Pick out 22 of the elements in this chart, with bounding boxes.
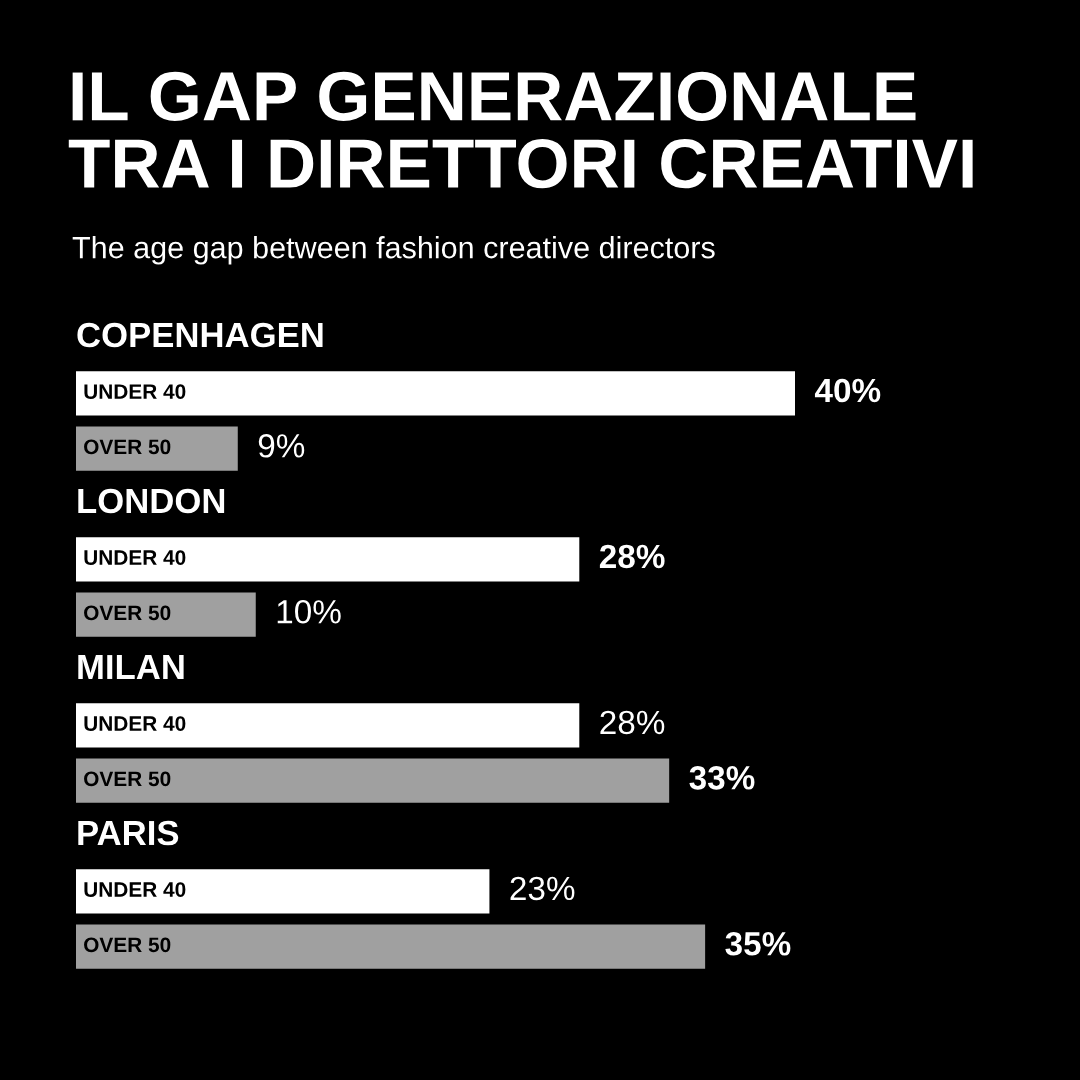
- text: OVER 50: [84, 771, 171, 787]
- chart-subtitle: The age gap between fashion creative directors: [72, 236, 715, 265]
- y-tick-label: MILAN: [78, 655, 184, 679]
- data-label: 28%: [600, 710, 665, 735]
- text: OVER 50: [84, 605, 171, 621]
- y-tick-label: PARIS: [78, 820, 179, 846]
- data-label: 40%: [814, 378, 881, 403]
- chart-title: IL GAP GENERAZIONALE TRA I DIRETTORI CREATIVI: [68, 71, 973, 189]
- data-label: 33%: [689, 765, 755, 790]
- text: UNDER 40: [84, 882, 186, 897]
- data-label: 23%: [510, 876, 575, 901]
- data-label: 28%: [599, 544, 665, 569]
- y-tick-label: COPENHAGEN: [77, 322, 323, 348]
- text: OVER 50: [84, 937, 171, 953]
- series-label: UNDER 40: [84, 384, 186, 399]
- data-label: 10%: [277, 599, 341, 624]
- text: UNDER 40: [84, 716, 186, 731]
- data-label: 9%: [258, 434, 305, 458]
- y-tick-label: LONDON: [78, 488, 225, 514]
- data-label: 35%: [725, 931, 791, 956]
- series-label: OVER 50: [84, 439, 171, 455]
- text: UNDER 40: [84, 550, 186, 565]
